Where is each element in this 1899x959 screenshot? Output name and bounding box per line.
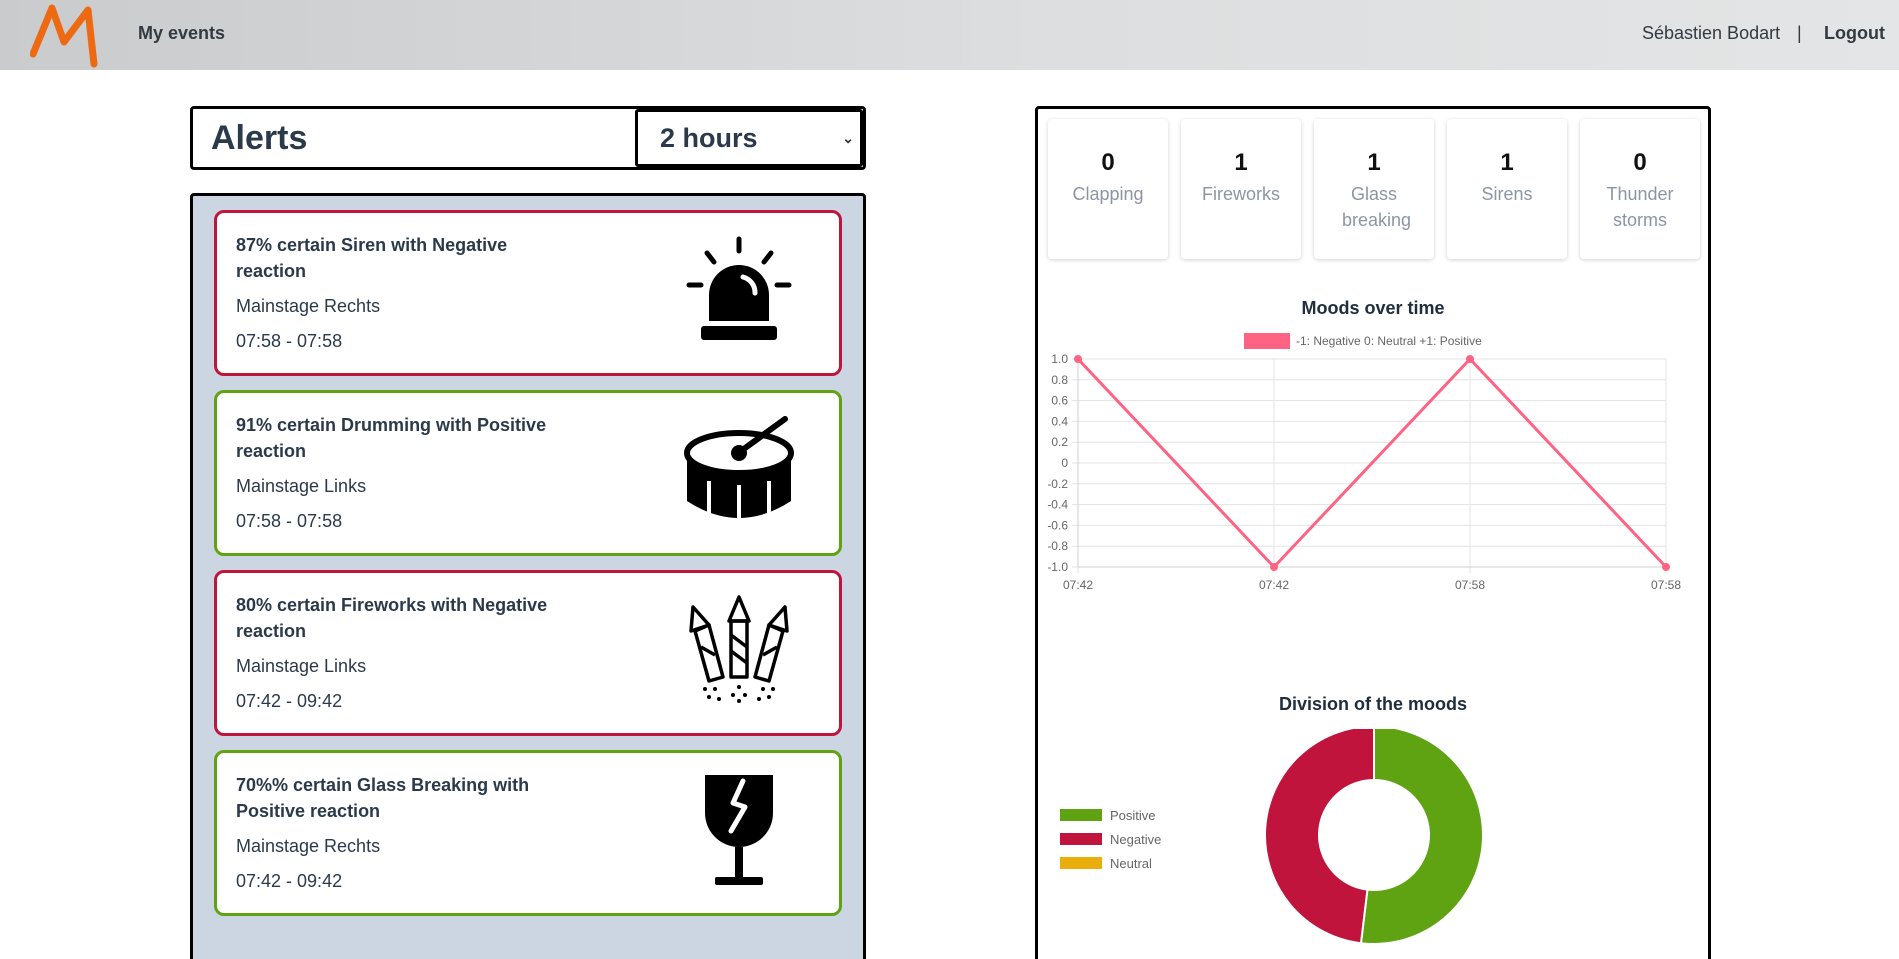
- fireworks-icon: [689, 595, 789, 703]
- alert-time: 07:58 - 07:58: [236, 331, 343, 351]
- alert-title: 91% certain Drumming with Positive react…: [236, 415, 547, 461]
- data-point: [1270, 563, 1278, 571]
- x-tick-label: 07:42: [1259, 578, 1289, 592]
- brand-logo[interactable]: [30, 2, 118, 68]
- alert-card[interactable]: 80% certain Fireworks with Negative reac…: [214, 570, 842, 736]
- data-point: [1466, 355, 1474, 363]
- alert-time: 07:58 - 07:58: [236, 511, 343, 531]
- data-point: [1074, 355, 1082, 363]
- drum-icon: [684, 416, 794, 521]
- moods-donut-chart[interactable]: Positive Negative Neutral: [1038, 729, 1708, 959]
- alert-location: Mainstage Links: [236, 656, 367, 676]
- stat-label: Sirens: [1481, 184, 1533, 204]
- series-line: [1076, 356, 1668, 570]
- siren-icon: [686, 236, 792, 340]
- stat-thunder-storms: 0 Thunder storms: [1580, 119, 1700, 259]
- y-tick-label: 0.8: [1051, 373, 1068, 387]
- stat-sirens: 1 Sirens: [1447, 119, 1567, 259]
- alert-time: 07:42 - 09:42: [236, 691, 343, 711]
- donut-slice-positive: [1359, 729, 1484, 945]
- stat-count: 0: [1101, 149, 1115, 176]
- stat-clapping: 0 Clapping: [1048, 119, 1168, 259]
- y-tick-label: 0.4: [1051, 414, 1068, 428]
- alert-card[interactable]: 87% certain Siren with Negative reaction…: [214, 210, 842, 376]
- time-range-value: 2 hours: [660, 123, 758, 153]
- stat-label: Clapping: [1072, 184, 1144, 204]
- data-point: [1662, 563, 1670, 571]
- alert-time: 07:42 - 09:42: [236, 871, 343, 891]
- stat-glass-breaking: 1 Glass breaking: [1314, 119, 1434, 259]
- stat-label: Fireworks: [1201, 184, 1280, 204]
- donut-chart-title: Division of the moods: [1278, 694, 1467, 714]
- y-tick-label: -0.8: [1047, 539, 1068, 553]
- y-tick-label: -0.6: [1047, 518, 1068, 532]
- y-tick-label: -0.4: [1047, 498, 1068, 512]
- line-chart-title: Moods over time: [1301, 298, 1445, 318]
- time-range-select[interactable]: 2 hours ⌄: [635, 109, 863, 167]
- top-navbar: My events Sébastien Bodart | Logout: [0, 0, 1899, 70]
- y-tick-label: 0.6: [1051, 394, 1068, 408]
- stat-label: Thunder storms: [1606, 184, 1674, 230]
- alert-location: Mainstage Rechts: [236, 836, 381, 856]
- chevron-down-icon: ⌄: [842, 130, 854, 146]
- legend-label: Positive: [1110, 808, 1156, 823]
- legend-swatch: [1060, 809, 1102, 821]
- statistics-panel: 0 Clapping 1 Fireworks 1 Glass breaking …: [1035, 106, 1711, 959]
- moods-line-chart[interactable]: -1: Negative 0: Neutral +1: Positive 1.0 0…: [1038, 309, 1708, 609]
- alert-location: Mainstage Rechts: [236, 296, 381, 316]
- stat-count: 1: [1234, 149, 1248, 176]
- x-tick-label: 07:58: [1455, 578, 1485, 592]
- stat-label: Glass breaking: [1342, 184, 1412, 230]
- y-tick-label: 0.2: [1051, 435, 1068, 449]
- nav-separator: |: [1797, 23, 1802, 43]
- legend-swatch: [1060, 833, 1102, 845]
- alerts-header: Alerts 2 hours ⌄: [190, 106, 866, 170]
- legend-label: Negative: [1110, 832, 1161, 847]
- alerts-list[interactable]: 87% certain Siren with Negative reaction…: [190, 193, 866, 959]
- stat-fireworks: 1 Fireworks: [1181, 119, 1301, 259]
- x-tick-label: 07:42: [1063, 578, 1093, 592]
- alerts-title: Alerts: [211, 119, 308, 157]
- y-tick-label: 1.0: [1051, 352, 1068, 366]
- user-name: Sébastien Bodart: [1642, 23, 1781, 43]
- alert-location: Mainstage Links: [236, 476, 367, 496]
- legend-swatch: [1060, 857, 1102, 869]
- legend-swatch: [1244, 333, 1290, 349]
- legend-label: Neutral: [1110, 856, 1152, 871]
- alert-title: 80% certain Fireworks with Negative reac…: [236, 595, 548, 641]
- alert-title: 70%% certain Glass Breaking with Positiv…: [236, 775, 530, 821]
- alert-title: 87% certain Siren with Negative reaction: [236, 235, 508, 281]
- alert-card[interactable]: 91% certain Drumming with Positive react…: [214, 390, 842, 556]
- y-tick-label: 0: [1061, 456, 1068, 470]
- my-events-link[interactable]: My events: [138, 23, 226, 43]
- y-tick-label: -0.2: [1047, 477, 1068, 491]
- y-tick-label: -1.0: [1047, 560, 1068, 574]
- logout-link[interactable]: Logout: [1824, 23, 1885, 43]
- stat-count: 0: [1633, 149, 1647, 176]
- stat-count: 1: [1367, 149, 1381, 176]
- stat-count: 1: [1500, 149, 1514, 176]
- broken-glass-icon: [705, 775, 773, 885]
- alert-card[interactable]: 70%% certain Glass Breaking with Positiv…: [214, 750, 842, 916]
- legend-label: -1: Negative 0: Neutral +1: Positive: [1296, 334, 1482, 348]
- donut-slice-negative: [1264, 729, 1375, 945]
- x-tick-label: 07:58: [1651, 578, 1681, 592]
